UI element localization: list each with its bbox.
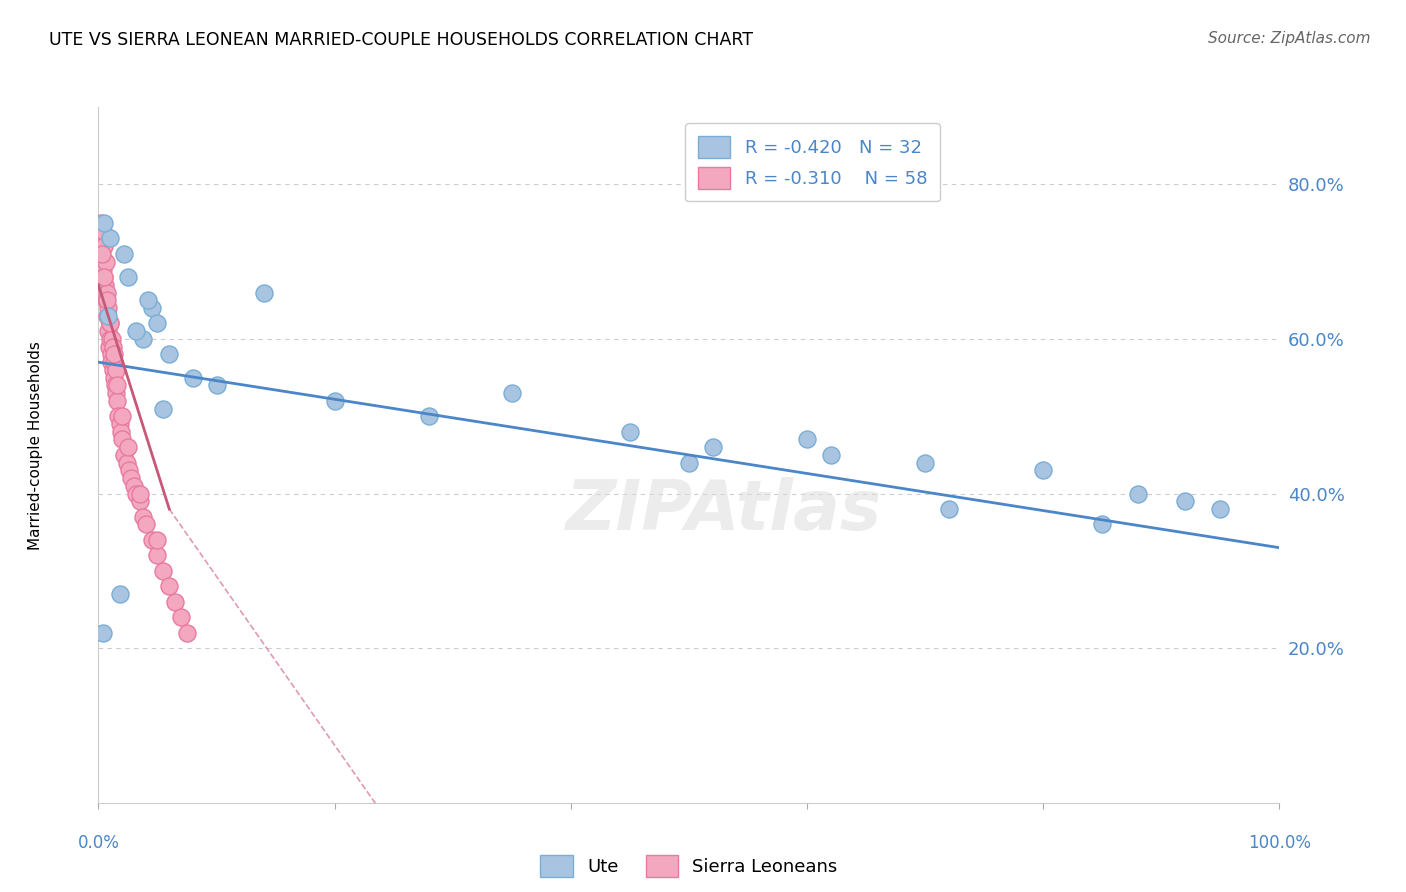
- Sierra Leoneans: [105, 393, 128, 408]
- Sierra Leoneans: [110, 425, 132, 439]
- Ute: [141, 301, 163, 315]
- Sierra Leoneans: [93, 270, 115, 285]
- Sierra Leoneans: [90, 231, 112, 245]
- Ute: [702, 440, 724, 454]
- Ute: [112, 247, 135, 261]
- Text: Source: ZipAtlas.com: Source: ZipAtlas.com: [1208, 31, 1371, 46]
- Sierra Leoneans: [94, 293, 117, 308]
- Sierra Leoneans: [96, 293, 118, 308]
- Sierra Leoneans: [118, 463, 141, 477]
- Sierra Leoneans: [91, 262, 114, 277]
- Text: 100.0%: 100.0%: [1249, 834, 1310, 852]
- Sierra Leoneans: [107, 409, 129, 424]
- Text: UTE VS SIERRA LEONEAN MARRIED-COUPLE HOUSEHOLDS CORRELATION CHART: UTE VS SIERRA LEONEAN MARRIED-COUPLE HOU…: [49, 31, 754, 49]
- Sierra Leoneans: [94, 277, 117, 292]
- Sierra Leoneans: [111, 409, 134, 424]
- Ute: [152, 401, 174, 416]
- Ute: [108, 587, 131, 601]
- Ute: [117, 270, 139, 285]
- Ute: [914, 456, 936, 470]
- Ute: [253, 285, 276, 300]
- Sierra Leoneans: [132, 509, 155, 524]
- Sierra Leoneans: [104, 378, 127, 392]
- Sierra Leoneans: [98, 340, 121, 354]
- Sierra Leoneans: [93, 270, 115, 285]
- Sierra Leoneans: [128, 494, 150, 508]
- Text: 0.0%: 0.0%: [77, 834, 120, 852]
- Ute: [938, 502, 960, 516]
- Ute: [136, 293, 159, 308]
- Sierra Leoneans: [105, 378, 128, 392]
- Sierra Leoneans: [97, 301, 120, 315]
- Sierra Leoneans: [90, 216, 112, 230]
- Ute: [1091, 517, 1114, 532]
- Sierra Leoneans: [101, 332, 124, 346]
- Sierra Leoneans: [96, 285, 118, 300]
- Text: Married-couple Households: Married-couple Households: [28, 342, 42, 550]
- Ute: [97, 309, 120, 323]
- Ute: [796, 433, 818, 447]
- Ute: [1032, 463, 1054, 477]
- Ute: [323, 393, 346, 408]
- Sierra Leoneans: [98, 332, 121, 346]
- Ute: [125, 324, 148, 338]
- Sierra Leoneans: [121, 471, 143, 485]
- Sierra Leoneans: [91, 224, 114, 238]
- Sierra Leoneans: [103, 347, 125, 361]
- Sierra Leoneans: [105, 386, 128, 401]
- Sierra Leoneans: [176, 625, 198, 640]
- Sierra Leoneans: [112, 448, 135, 462]
- Sierra Leoneans: [170, 610, 193, 624]
- Sierra Leoneans: [115, 456, 138, 470]
- Sierra Leoneans: [117, 440, 139, 454]
- Sierra Leoneans: [91, 247, 114, 261]
- Legend: Ute, Sierra Leoneans: Ute, Sierra Leoneans: [533, 847, 845, 884]
- Ute: [678, 456, 700, 470]
- Sierra Leoneans: [98, 317, 121, 331]
- Sierra Leoneans: [125, 486, 148, 500]
- Sierra Leoneans: [100, 347, 122, 361]
- Sierra Leoneans: [128, 486, 150, 500]
- Sierra Leoneans: [135, 517, 157, 532]
- Ute: [98, 231, 121, 245]
- Sierra Leoneans: [108, 417, 131, 431]
- Ute: [501, 386, 523, 401]
- Sierra Leoneans: [146, 533, 169, 547]
- Text: ZIPAtlas: ZIPAtlas: [567, 477, 883, 544]
- Ute: [132, 332, 155, 346]
- Sierra Leoneans: [104, 363, 127, 377]
- Sierra Leoneans: [94, 254, 117, 268]
- Sierra Leoneans: [111, 433, 134, 447]
- Ute: [91, 625, 114, 640]
- Sierra Leoneans: [122, 479, 145, 493]
- Sierra Leoneans: [96, 309, 118, 323]
- Ute: [1126, 486, 1149, 500]
- Ute: [157, 347, 180, 361]
- Sierra Leoneans: [152, 564, 174, 578]
- Ute: [181, 370, 204, 384]
- Sierra Leoneans: [98, 317, 121, 331]
- Sierra Leoneans: [165, 595, 187, 609]
- Ute: [820, 448, 842, 462]
- Ute: [1209, 502, 1232, 516]
- Ute: [146, 317, 169, 331]
- Ute: [205, 378, 228, 392]
- Ute: [418, 409, 440, 424]
- Ute: [619, 425, 641, 439]
- Ute: [93, 216, 115, 230]
- Sierra Leoneans: [91, 254, 114, 268]
- Sierra Leoneans: [146, 549, 169, 563]
- Sierra Leoneans: [103, 340, 125, 354]
- Sierra Leoneans: [93, 239, 115, 253]
- Ute: [1174, 494, 1197, 508]
- Sierra Leoneans: [100, 355, 122, 369]
- Sierra Leoneans: [141, 533, 163, 547]
- Sierra Leoneans: [157, 579, 180, 593]
- Sierra Leoneans: [103, 355, 125, 369]
- Sierra Leoneans: [97, 324, 120, 338]
- Sierra Leoneans: [101, 363, 124, 377]
- Sierra Leoneans: [103, 370, 125, 384]
